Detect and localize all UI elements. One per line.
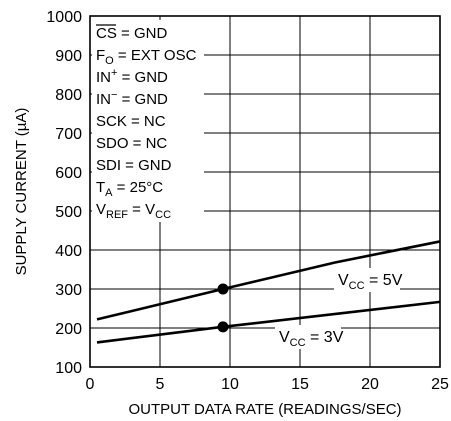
y-tick-label: 1000 (46, 9, 82, 26)
condition-line: SCK = NC (96, 113, 166, 130)
y-tick-label: 600 (55, 165, 82, 182)
x-tick-label: 0 (86, 376, 95, 393)
x-tick-label: 25 (431, 376, 449, 393)
series-label-backing (275, 325, 341, 349)
series-label: VCC = 5V (338, 272, 403, 292)
series-marker (217, 321, 229, 333)
condition-line: IN+ = GND (96, 67, 168, 86)
conditions-backing (92, 20, 204, 222)
x-tick-labels: 0 5 10 15 20 25 (86, 376, 449, 393)
series-group: VCC = 5V VCC = 3V (96, 240, 441, 349)
condition-line: SDO = NC (96, 135, 167, 152)
x-tick-label: 5 (156, 376, 165, 393)
y-tick-label: 400 (55, 243, 82, 260)
y-tick-labels: 100 200 300 400 500 600 700 800 900 1000 (46, 9, 82, 377)
condition-line: FO = EXT OSC (96, 47, 197, 67)
condition-line: SDI = GND (96, 157, 172, 174)
x-axis-title: OUTPUT DATA RATE (READINGS/SEC) (128, 401, 401, 418)
y-tick-label: 700 (55, 126, 82, 143)
x-tick-label: 20 (361, 376, 379, 393)
condition-line: VREF = VCC (96, 201, 171, 221)
y-tick-label: 200 (55, 321, 82, 338)
condition-line: IN− = GND (96, 89, 168, 108)
condition-line: TA = 25°C (96, 179, 163, 199)
y-axis-title: SUPPLY CURRENT (µA) (13, 108, 30, 276)
condition-line: CS = GND (96, 25, 167, 42)
y-tick-label: 300 (55, 282, 82, 299)
plot-frame (89, 15, 441, 368)
series-marker (217, 283, 229, 295)
y-tick-label: 100 (55, 360, 82, 377)
series-line (96, 240, 441, 321)
y-tick-label: 900 (55, 48, 82, 65)
series-label: VCC = 3V (279, 329, 344, 349)
y-tick-label: 800 (55, 87, 82, 104)
x-tick-label: 15 (291, 376, 309, 393)
y-tick-label: 500 (55, 204, 82, 221)
series-label-backing (334, 268, 400, 292)
x-tick-label: 10 (221, 376, 239, 393)
